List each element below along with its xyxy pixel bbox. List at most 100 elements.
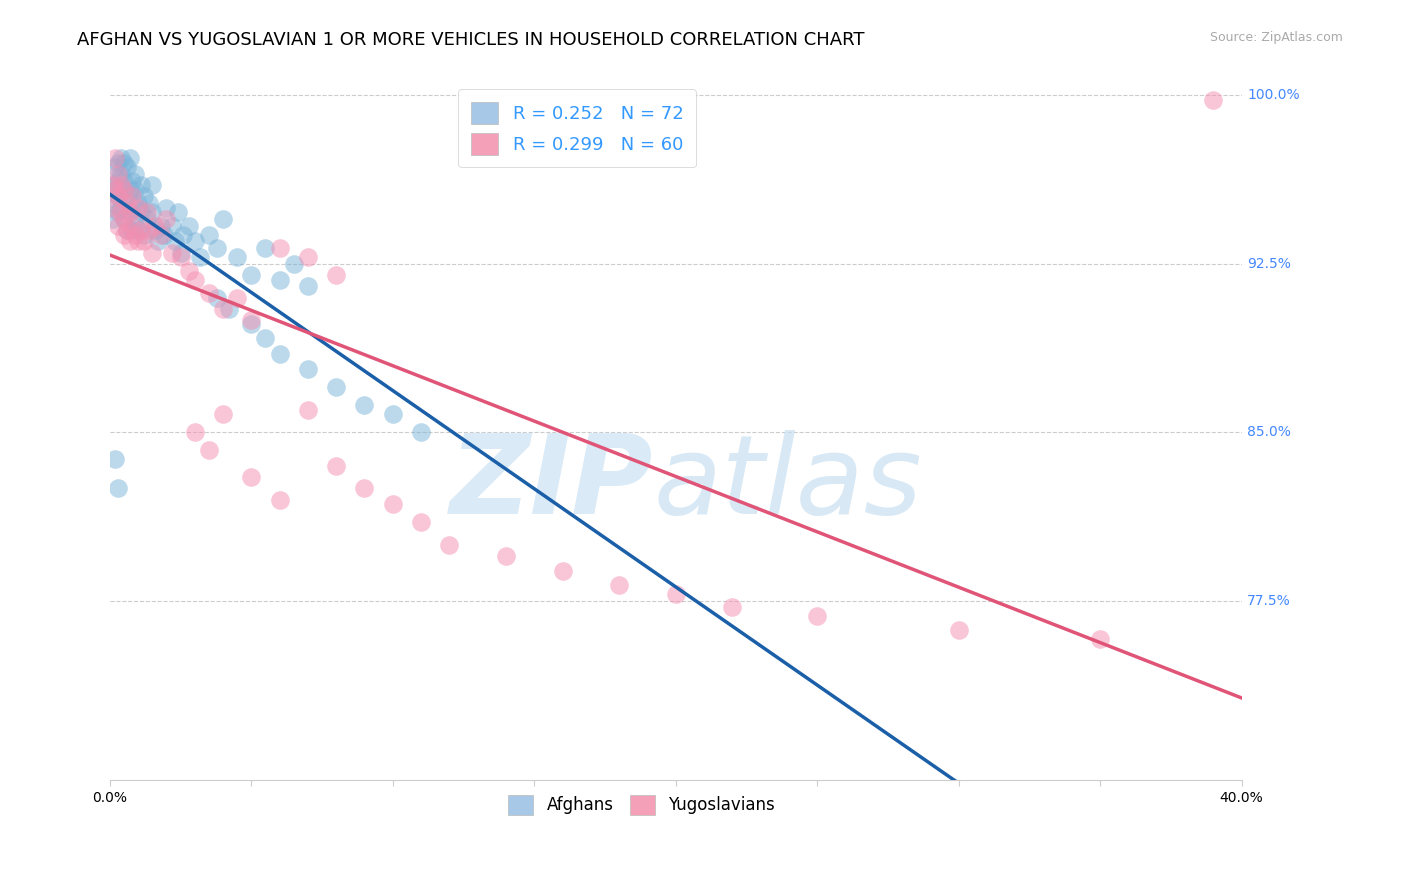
Point [127,235,149,249]
Point [212,211,235,226]
Point [269,241,291,255]
Point [118,151,141,165]
Point [115,161,138,175]
Point [132,189,155,203]
Point [107,219,129,233]
Point [115,223,138,237]
Point [297,279,319,293]
Point [110,205,132,219]
Point [121,201,143,215]
Point [112,183,135,197]
Point [198,443,221,458]
Point [269,492,291,507]
Point [107,189,129,203]
Point [112,156,135,170]
Point [141,245,163,260]
Point [132,227,155,242]
Point [110,151,132,165]
Point [325,268,347,282]
Point [177,263,200,277]
Point [127,223,149,237]
Point [129,223,152,237]
Point [107,174,129,188]
Point [104,183,127,197]
Point [212,301,235,316]
Point [112,211,135,226]
Point [129,178,152,193]
Point [141,178,163,193]
Legend: Afghans, Yugoslavians: Afghans, Yugoslavians [498,785,786,825]
Point [240,470,263,484]
Point [183,425,205,440]
Point [607,578,630,592]
Text: AFGHAN VS YUGOSLAVIAN 1 OR MORE VEHICLES IN HOUSEHOLD CORRELATION CHART: AFGHAN VS YUGOSLAVIAN 1 OR MORE VEHICLES… [77,31,865,49]
Point [297,402,319,417]
Point [118,183,141,197]
Point [198,286,221,301]
Point [152,227,174,242]
Point [665,587,688,601]
Point [112,183,135,197]
Point [124,211,146,226]
Point [198,227,221,242]
Point [112,174,135,188]
Point [127,196,149,211]
Text: 100.0%: 100.0% [1247,88,1299,103]
Point [107,167,129,181]
Point [149,219,172,233]
Point [124,227,146,242]
Point [240,313,263,327]
Point [121,189,143,203]
Point [155,201,177,215]
Point [495,549,517,563]
Point [325,458,347,473]
Point [104,183,127,197]
Point [160,219,183,233]
Point [104,196,127,211]
Point [1202,93,1225,107]
Point [104,151,127,165]
Point [439,537,461,551]
Text: 92.5%: 92.5% [1247,257,1291,271]
Text: ZIP: ZIP [450,430,652,537]
Point [240,268,263,282]
Point [101,201,124,215]
Point [101,178,124,193]
Point [1088,632,1111,646]
Point [409,425,432,440]
Point [124,183,146,197]
Point [104,161,127,175]
Point [138,196,160,211]
Point [551,565,574,579]
Point [177,219,200,233]
Point [115,189,138,203]
Point [172,227,194,242]
Point [118,205,141,219]
Point [207,241,229,255]
Point [138,223,160,237]
Point [353,482,375,496]
Point [240,318,263,332]
Point [146,235,169,249]
Point [218,301,240,316]
Point [115,223,138,237]
Point [135,205,157,219]
Point [409,515,432,529]
Point [110,178,132,193]
Point [163,235,186,249]
Point [169,245,191,260]
Point [166,205,188,219]
Point [141,205,163,219]
Point [115,196,138,211]
Point [155,211,177,226]
Text: atlas: atlas [652,430,922,537]
Point [121,174,143,188]
Text: 85.0%: 85.0% [1247,425,1291,439]
Point [269,346,291,360]
Point [101,211,124,226]
Point [121,219,143,233]
Point [254,331,277,345]
Point [149,227,172,242]
Point [112,227,135,242]
Point [169,250,191,264]
